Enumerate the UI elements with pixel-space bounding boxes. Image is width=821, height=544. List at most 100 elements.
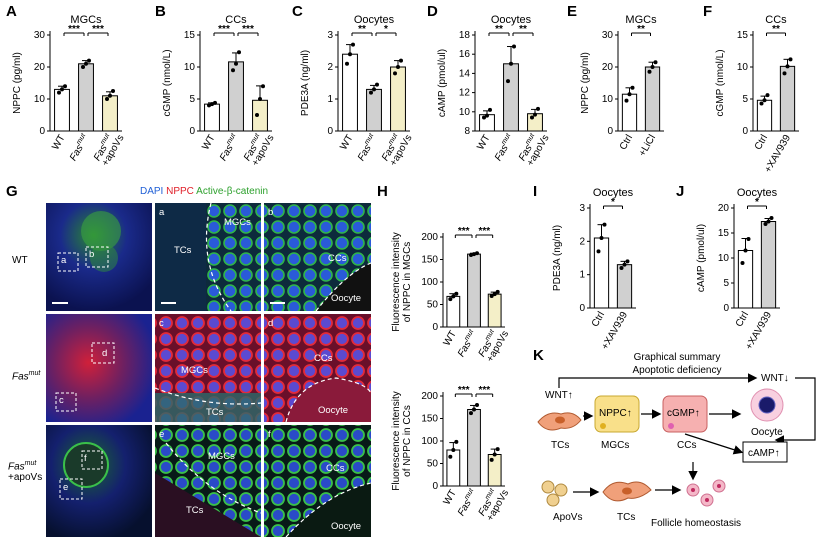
y-tick-label: 3 bbox=[579, 203, 585, 214]
data-point bbox=[451, 448, 456, 452]
box-c: c bbox=[59, 395, 64, 406]
y-tick-label: 20 bbox=[34, 62, 46, 73]
data-point bbox=[530, 115, 534, 120]
data-point bbox=[650, 65, 655, 69]
panel-label-c: C bbox=[292, 3, 303, 20]
tile-b-label: b bbox=[268, 207, 273, 218]
y-tick-label: 5 bbox=[189, 94, 195, 105]
y-tick-label: 14 bbox=[459, 68, 471, 79]
box-a: a bbox=[61, 255, 67, 266]
tile-a-mgcs: MGCs bbox=[224, 217, 251, 228]
data-point bbox=[596, 249, 601, 254]
y-tick-label: 150 bbox=[421, 414, 438, 425]
sig-label: *** bbox=[68, 24, 80, 35]
data-point bbox=[105, 97, 109, 101]
k-mgcs: MGCs bbox=[601, 440, 629, 451]
y-tick-label: 2 bbox=[327, 62, 333, 73]
data-point bbox=[258, 97, 262, 101]
chart-title: Oocytes bbox=[593, 187, 634, 199]
k-tcs-2: TCs bbox=[617, 512, 635, 523]
y-tick-label: 0 bbox=[39, 126, 45, 137]
y-tick-label: 20 bbox=[602, 62, 614, 73]
bar bbox=[446, 449, 461, 487]
data-point bbox=[57, 90, 61, 95]
data-point bbox=[454, 291, 459, 296]
y-tick-label: 18 bbox=[459, 30, 471, 41]
y-axis-label: cAMP (pmol/ul) bbox=[696, 224, 707, 292]
data-point bbox=[495, 447, 500, 452]
data-point bbox=[536, 106, 540, 111]
tile-f-ccs: CCs bbox=[326, 463, 345, 474]
tile-c-tcs: TCs bbox=[206, 407, 224, 418]
tile-e-tcs: TCs bbox=[186, 505, 204, 516]
y-axis-label-2: of NPPC in CCs bbox=[402, 405, 413, 477]
y-axis-label-1: Fluorescence intensity bbox=[391, 232, 402, 332]
data-point bbox=[399, 58, 403, 63]
bar bbox=[467, 409, 481, 487]
k-tc-cell-2 bbox=[602, 481, 652, 502]
box-f: f bbox=[84, 453, 87, 464]
chart-title: CCs bbox=[225, 14, 247, 26]
tile-f: f CCs Oocyte bbox=[264, 425, 371, 537]
data-point bbox=[765, 93, 770, 98]
tile-e-label: e bbox=[159, 429, 164, 440]
tile-a: a TCs MGCs bbox=[155, 203, 261, 312]
chart-title: MGCs bbox=[70, 14, 102, 26]
y-tick-label: 0 bbox=[742, 126, 748, 137]
data-point bbox=[622, 262, 627, 267]
panel-label-f: F bbox=[703, 3, 713, 20]
y-tick-label: 0 bbox=[432, 481, 438, 492]
x-tick-label: WT bbox=[442, 488, 459, 507]
data-point bbox=[762, 98, 767, 103]
y-tick-label: 50 bbox=[427, 459, 439, 470]
panel-label-j: J bbox=[676, 183, 685, 200]
data-point bbox=[348, 52, 352, 57]
data-point bbox=[785, 64, 790, 69]
chart-title: Oocytes bbox=[491, 14, 532, 26]
data-point bbox=[782, 71, 787, 76]
data-point bbox=[489, 293, 494, 298]
sig-label: ** bbox=[519, 24, 527, 35]
data-point bbox=[743, 248, 748, 253]
data-point bbox=[396, 65, 400, 69]
row-label-fas: Fasmut bbox=[12, 370, 40, 382]
y-tick-label: 10 bbox=[602, 94, 614, 105]
panel-label-a: A bbox=[6, 3, 17, 20]
box-d: d bbox=[102, 348, 107, 359]
row-fasapo-text: Fas bbox=[8, 461, 25, 473]
y-tick-label: 30 bbox=[602, 30, 614, 41]
k-title-1: Graphical summary bbox=[634, 352, 721, 363]
y-axis-label: NPPC (pg/ml) bbox=[12, 52, 23, 114]
row-fasapo-apovs: +apoVs bbox=[8, 472, 43, 484]
data-point bbox=[255, 113, 259, 117]
tile-d-ccs: CCs bbox=[314, 353, 333, 364]
y-axis-label-2: of NPPC in MGCs bbox=[402, 242, 413, 323]
legend-catenin: Active-β-catenin bbox=[196, 186, 269, 197]
data-point bbox=[87, 58, 91, 63]
box-e: e bbox=[63, 482, 68, 493]
data-point bbox=[533, 112, 537, 117]
data-point bbox=[512, 44, 516, 49]
data-point bbox=[111, 89, 115, 93]
panel-label-e: E bbox=[567, 3, 578, 20]
data-point bbox=[625, 259, 630, 264]
k-title-2: Apoptotic deficiency bbox=[633, 365, 722, 376]
chart-title: Oocytes bbox=[737, 187, 778, 199]
k-homeostasis: Follicle homeostasis bbox=[651, 518, 741, 529]
tile-a-tcs: TCs bbox=[174, 245, 192, 256]
y-tick-label: 0 bbox=[579, 303, 585, 314]
chart-title: CCs bbox=[765, 14, 787, 26]
sig-label: ** bbox=[772, 24, 780, 35]
y-axis-label: PDE3A (ng/ml) bbox=[552, 225, 563, 291]
data-point bbox=[509, 61, 513, 66]
data-point bbox=[234, 61, 238, 66]
tile-c-label: c bbox=[159, 318, 164, 329]
y-tick-label: 8 bbox=[464, 126, 470, 137]
data-point bbox=[627, 92, 632, 97]
row-label-wt: WT bbox=[12, 255, 28, 266]
data-point bbox=[599, 236, 604, 240]
legend-nppc: NPPC bbox=[166, 186, 194, 197]
